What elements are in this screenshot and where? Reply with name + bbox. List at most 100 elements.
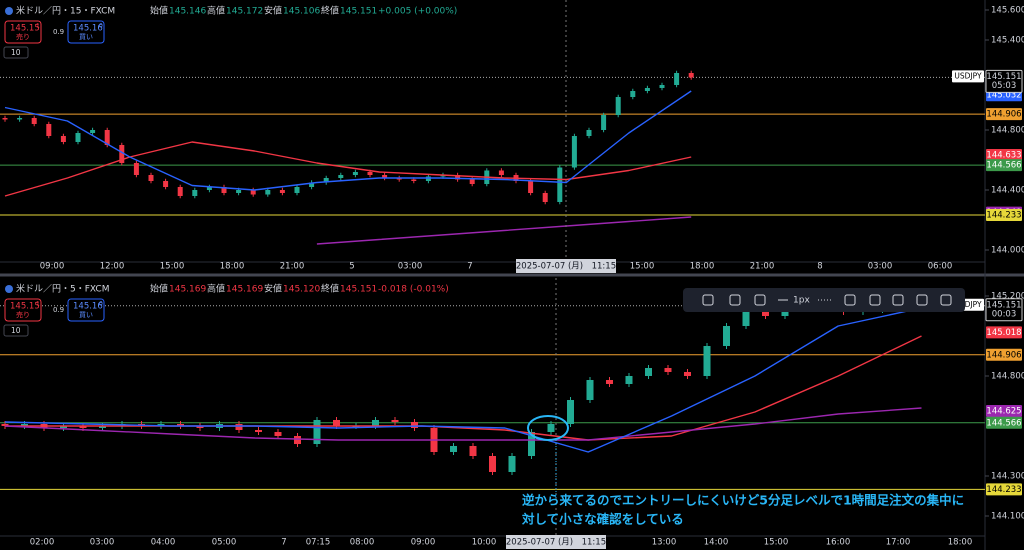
symbol-icon xyxy=(5,285,13,293)
candle-body xyxy=(177,424,184,426)
candle-body xyxy=(645,368,652,376)
indicators-toggle[interactable] xyxy=(3,324,29,337)
moving-average xyxy=(316,216,692,245)
candle-body xyxy=(664,368,672,372)
buy-sup: 0 xyxy=(99,23,103,30)
x-tick-label: 7 xyxy=(467,262,472,272)
sell-button[interactable] xyxy=(4,298,42,322)
moving-average xyxy=(4,90,692,191)
price-tag xyxy=(986,108,1022,121)
ohlc-value: 145.172 xyxy=(226,7,263,17)
price-tag-label: 144.906 xyxy=(986,110,1021,120)
ohlc-value: 145.169 xyxy=(226,285,263,295)
candle-body xyxy=(352,172,358,175)
x-tick-label: 18:00 xyxy=(948,538,973,548)
toolbar-icon[interactable] xyxy=(869,294,881,306)
price-tag xyxy=(986,348,1022,361)
y-tick-label: 144.300 xyxy=(991,472,1024,482)
x-tick-label: 5 xyxy=(349,262,354,272)
candle-body xyxy=(557,167,563,202)
candle-body xyxy=(17,118,23,120)
x-tick-label: 05:00 xyxy=(212,538,237,548)
y-tick-label: 144.000 xyxy=(991,246,1024,256)
candle-body xyxy=(528,432,535,456)
toolbar-icon[interactable] xyxy=(940,294,952,306)
candle-body xyxy=(450,446,457,452)
candle-body xyxy=(279,190,285,193)
x-tick-label: 03:00 xyxy=(398,262,423,272)
candle-body xyxy=(528,181,534,193)
buy-button[interactable] xyxy=(67,298,105,322)
toolbar-icon[interactable] xyxy=(754,294,766,306)
candle-body xyxy=(274,432,282,436)
toolbar-icon[interactable] xyxy=(916,294,928,306)
x-tick-label: 03:00 xyxy=(868,262,893,272)
candle-body xyxy=(367,172,373,175)
toolbar-icon[interactable] xyxy=(844,294,856,306)
price-tag xyxy=(986,483,1022,496)
candle-body xyxy=(294,187,300,193)
sell-price: 145.15 xyxy=(10,24,40,34)
x-tick-label: 8 xyxy=(817,262,822,272)
toolbar-icon[interactable] xyxy=(892,294,904,306)
candle-body xyxy=(133,163,139,175)
candle-body xyxy=(90,130,96,133)
price-tag xyxy=(986,416,1022,429)
buy-label: 買い xyxy=(79,311,93,319)
candle-body xyxy=(323,178,329,183)
y-tick-label: 144.800 xyxy=(991,126,1024,136)
sell-label: 売り xyxy=(16,310,30,319)
y-tick-label: 144.800 xyxy=(991,372,1024,382)
sell-button[interactable] xyxy=(4,20,42,44)
candle-body xyxy=(723,326,730,346)
buy-button[interactable] xyxy=(67,20,105,44)
y-tick-label: 144.400 xyxy=(991,186,1024,196)
plot xyxy=(0,289,985,490)
change: +0.005 (+0.00%) xyxy=(378,7,457,17)
x-tick-label: 18:00 xyxy=(220,262,245,272)
candle-body xyxy=(104,130,110,145)
candle-body xyxy=(31,118,37,124)
candle-body xyxy=(606,380,613,384)
toolbar-icon[interactable] xyxy=(702,294,714,306)
price-tag xyxy=(986,326,1022,339)
candle-body xyxy=(742,312,750,326)
crosshair-time-box xyxy=(516,259,616,273)
ohlc-value: 145.120 xyxy=(283,285,320,295)
ohlc-label: 終値 xyxy=(321,283,339,295)
candle-body xyxy=(586,130,592,136)
price-tag xyxy=(986,159,1022,172)
x-tick-label: 13:00 xyxy=(652,538,677,548)
candle-body xyxy=(644,88,650,91)
indicators-count: 10 xyxy=(11,48,21,57)
spread: 0.9 xyxy=(53,306,64,314)
symbol-name: 米ドル／円・5・FXCM xyxy=(16,283,109,295)
candle-body xyxy=(615,97,621,115)
toolbar-icon[interactable] xyxy=(729,294,741,306)
price-tag xyxy=(986,149,1022,162)
x-tick-label: 09:00 xyxy=(40,262,65,272)
buy-sup: 0 xyxy=(99,301,103,308)
indicators-toggle[interactable] xyxy=(3,46,29,59)
symbol-name: 米ドル／円・15・FXCM xyxy=(16,5,115,17)
candle-body xyxy=(21,424,28,426)
x-tick-label: 14:00 xyxy=(704,538,729,548)
candle-body xyxy=(498,170,504,175)
candle-body xyxy=(235,424,243,430)
candle-body xyxy=(60,136,66,142)
candle-body xyxy=(157,424,165,426)
crosshair-time: 2025-07-07 (月) 11:15 xyxy=(516,262,616,272)
candle-body xyxy=(148,175,154,181)
buy-price: 145.16 xyxy=(73,302,103,312)
ohlc-value: 145.146 xyxy=(169,7,206,17)
candle-body xyxy=(630,91,636,97)
candle-body xyxy=(571,136,577,168)
candle-body xyxy=(762,312,769,316)
candle-body xyxy=(396,178,402,180)
x-tick-label: 16:00 xyxy=(826,538,851,548)
crosshair-time: 2025-07-07 (月) 11:15 xyxy=(506,538,606,548)
candle-body xyxy=(425,176,431,181)
candle-body xyxy=(567,400,574,424)
